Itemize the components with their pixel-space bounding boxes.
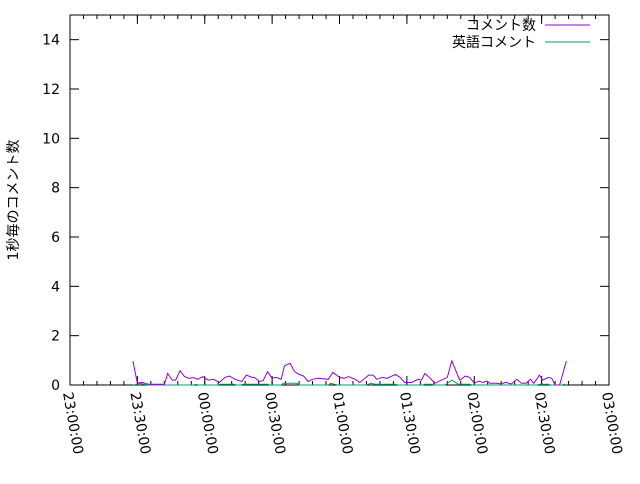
x-tick-label: 00:00:00 bbox=[194, 391, 221, 456]
series-lines bbox=[132, 359, 567, 386]
series-line bbox=[132, 379, 567, 386]
x-tick-label: 23:00:00 bbox=[59, 391, 86, 456]
y-tick-label: 4 bbox=[51, 279, 60, 295]
x-tick-label: 01:30:00 bbox=[396, 391, 423, 456]
x-tick-label: 02:30:00 bbox=[531, 391, 558, 456]
x-tick-label: 03:00:00 bbox=[598, 391, 625, 456]
x-tick-label: 23:30:00 bbox=[126, 391, 153, 456]
series-line bbox=[132, 359, 567, 386]
y-tick-label: 2 bbox=[51, 329, 60, 345]
y-axis-label: 1秒毎のコメント数 bbox=[6, 140, 22, 261]
y-tick-label: 8 bbox=[51, 181, 60, 197]
y-tick-label: 14 bbox=[42, 33, 60, 49]
y-tick-label: 10 bbox=[42, 131, 60, 147]
plot-frame bbox=[69, 14, 610, 386]
axes: 0 2 4 6 8 10 12 14 23:00:00 23:30:00 00:00:00 00:30… bbox=[42, 14, 625, 456]
x-tick-label: 00:30:00 bbox=[261, 391, 288, 456]
y-tick-label: 0 bbox=[51, 378, 60, 394]
y-tick-label: 6 bbox=[51, 230, 60, 246]
x-tick-label: 02:00:00 bbox=[463, 391, 490, 456]
y-tick-label: 12 bbox=[42, 82, 60, 98]
x-tick-label: 01:00:00 bbox=[329, 391, 356, 456]
legend-label: コメント数 bbox=[466, 18, 536, 34]
legend-label: 英語コメント bbox=[452, 34, 536, 51]
